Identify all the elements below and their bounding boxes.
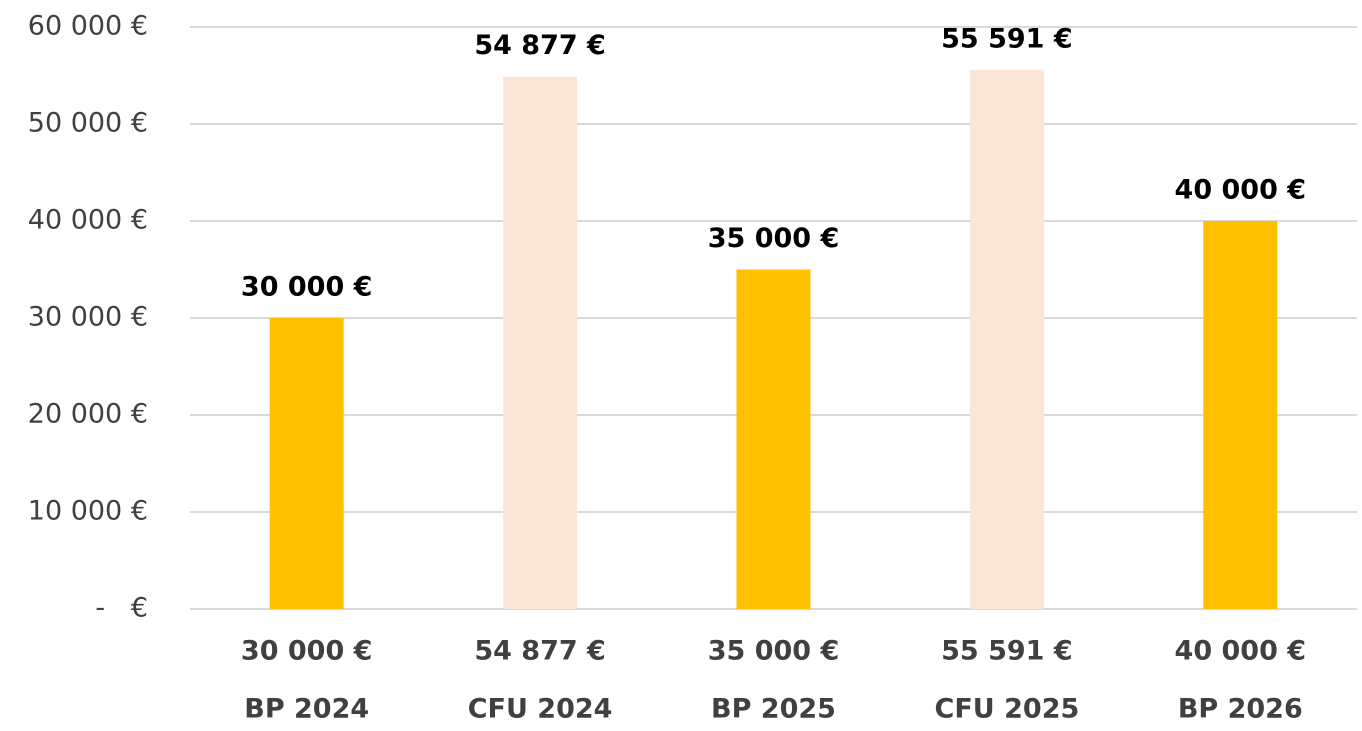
bar	[969, 69, 1044, 609]
y-tick-label: - €	[95, 593, 148, 624]
bar	[736, 269, 811, 609]
bar	[503, 76, 578, 609]
x-tick-label: CFU 2024	[468, 694, 613, 725]
x-value-label: 35 000 €	[708, 636, 840, 667]
x-tick-label: BP 2026	[1178, 694, 1303, 725]
x-tick-label: BP 2025	[711, 694, 836, 725]
y-tick-label: 10 000 €	[28, 496, 148, 527]
data-label: 35 000 €	[708, 223, 840, 254]
x-value-label: 55 591 €	[941, 636, 1073, 667]
data-label: 54 877 €	[474, 30, 606, 61]
y-tick-label: 40 000 €	[28, 205, 148, 236]
x-value-label: 30 000 €	[241, 636, 373, 667]
bar	[269, 318, 344, 609]
x-value-label: 40 000 €	[1175, 636, 1307, 667]
x-value-label: 54 877 €	[474, 636, 606, 667]
x-tick-label: BP 2024	[244, 694, 369, 725]
y-tick-label: 30 000 €	[28, 302, 148, 333]
data-label: 30 000 €	[241, 272, 373, 303]
data-label: 55 591 €	[941, 23, 1073, 54]
y-tick-label: 20 000 €	[28, 399, 148, 430]
y-tick-label: 60 000 €	[28, 11, 148, 42]
data-label: 40 000 €	[1175, 175, 1307, 206]
y-tick-label: 50 000 €	[28, 108, 148, 139]
x-tick-label: CFU 2025	[935, 694, 1080, 725]
bar	[1203, 221, 1278, 609]
